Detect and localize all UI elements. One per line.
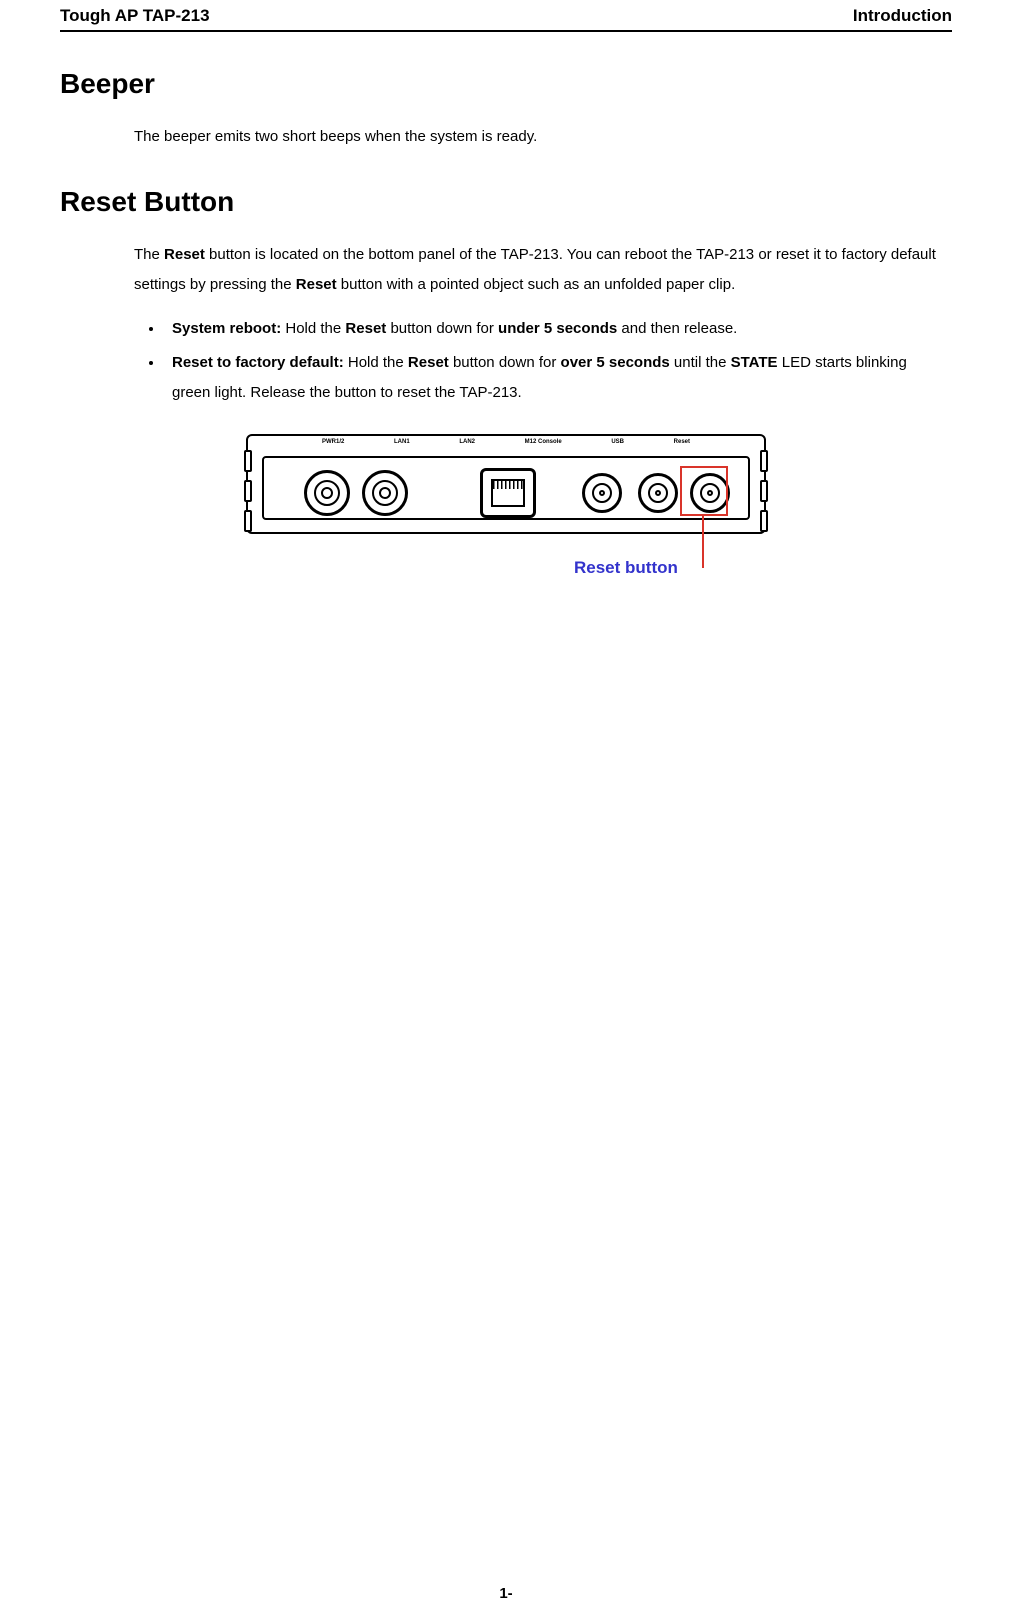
callout-pointer: [702, 514, 704, 568]
device-outline: PWR1/2 LAN1 LAN2 M12 Console USB Reset: [246, 434, 766, 534]
mount-ridge: [760, 450, 768, 472]
b1-t2: button down for: [386, 320, 498, 337]
page-number: 1-: [0, 1585, 1012, 1602]
port-lan1: [362, 470, 408, 516]
bullet-system-reboot: System reboot: Hold the Reset button dow…: [164, 314, 942, 344]
b1-b2: Reset: [345, 320, 386, 337]
label-m12: M12 Console: [525, 439, 562, 451]
mount-ridge: [244, 450, 252, 472]
mount-ridge: [760, 510, 768, 532]
reset-intro-b1: Reset: [164, 246, 205, 263]
mount-ridge: [244, 480, 252, 502]
port-pwr: [304, 470, 350, 516]
header-right: Introduction: [853, 6, 952, 26]
b2-t1: Hold the: [344, 354, 408, 371]
label-lan1: LAN1: [394, 439, 410, 451]
b2-b3: over 5 seconds: [561, 354, 670, 371]
reset-intro: The Reset button is located on the botto…: [134, 240, 942, 300]
b2-t2: button down for: [449, 354, 561, 371]
b1-b3: under 5 seconds: [498, 320, 617, 337]
mount-ridge: [244, 510, 252, 532]
port-label-strip: PWR1/2 LAN1 LAN2 M12 Console USB Reset: [272, 439, 740, 451]
b2-b4: STATE: [731, 354, 778, 371]
label-usb: USB: [611, 439, 624, 451]
section-title-reset: Reset Button: [60, 186, 952, 218]
header-left: Tough AP TAP-213: [60, 6, 210, 26]
port-usb: [638, 473, 678, 513]
reset-intro-b2: Reset: [296, 276, 337, 293]
b1-t1: Hold the: [281, 320, 345, 337]
reset-callout-label: Reset button: [574, 558, 766, 578]
reset-intro-pre: The: [134, 246, 164, 263]
section-title-beeper: Beeper: [60, 68, 952, 100]
running-header: Tough AP TAP-213 Introduction: [60, 0, 952, 32]
device-figure: PWR1/2 LAN1 LAN2 M12 Console USB Reset: [246, 428, 766, 578]
b1-label: System reboot:: [172, 320, 281, 337]
label-lan2: LAN2: [459, 439, 475, 451]
b2-label: Reset to factory default:: [172, 354, 344, 371]
b2-b2: Reset: [408, 354, 449, 371]
reset-intro-post: button with a pointed object such as an …: [337, 276, 736, 293]
b2-t3: until the: [670, 354, 731, 371]
reset-bullets: System reboot: Hold the Reset button dow…: [134, 314, 942, 408]
port-m12: [582, 473, 622, 513]
page-content: Beeper The beeper emits two short beeps …: [60, 32, 952, 578]
port-lan2: [480, 468, 536, 518]
beeper-text: The beeper emits two short beeps when th…: [134, 122, 942, 152]
bullet-factory-default: Reset to factory default: Hold the Reset…: [164, 348, 942, 408]
b1-t3: and then release.: [617, 320, 737, 337]
reset-highlight-box: [680, 466, 728, 516]
label-reset: Reset: [674, 439, 690, 451]
mount-ridge: [760, 480, 768, 502]
label-pwr: PWR1/2: [322, 439, 344, 451]
